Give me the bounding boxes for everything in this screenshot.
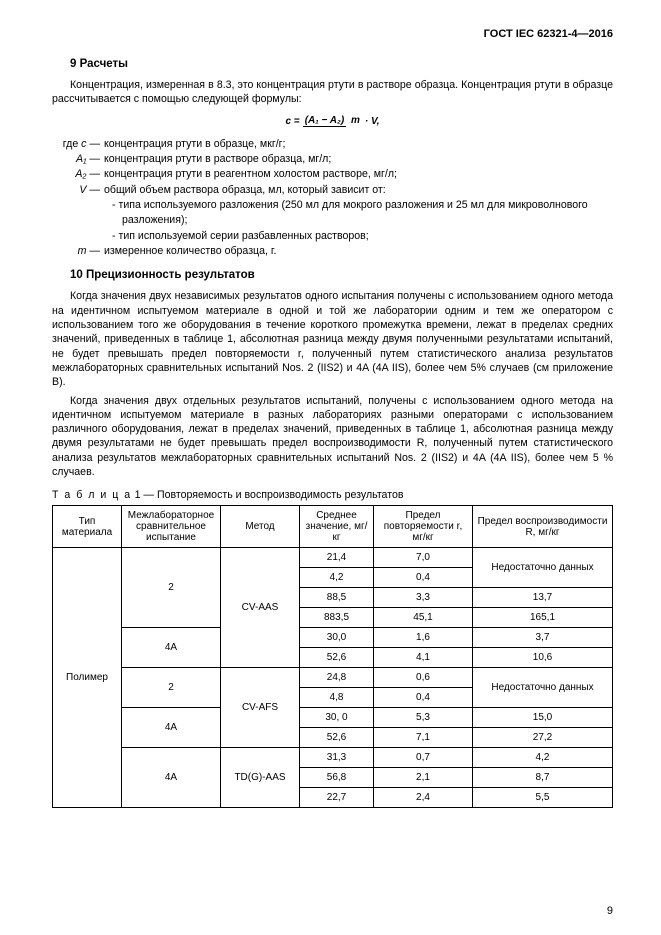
page-number: 9 <box>607 905 613 917</box>
cell-method: TD(G)-AAS <box>221 748 300 808</box>
definitions: где c —концентрация ртути в образце, мкг… <box>52 137 613 260</box>
cell-r: 7,1 <box>374 728 473 748</box>
section-10-para-1: Когда значения двух независимых результа… <box>52 289 613 389</box>
cell-r: 3,3 <box>374 588 473 608</box>
th-test: Межлабораторное сравнительное испытание <box>122 506 221 548</box>
cell-R: 5,5 <box>473 788 613 808</box>
cell-r: 0,4 <box>374 568 473 588</box>
cell-mean: 31,3 <box>300 748 374 768</box>
def-where: где c — <box>52 137 104 152</box>
section-10-title: 10 Прецизионность результатов <box>70 269 613 281</box>
page: ГОСТ IEC 62321-4—2016 9 Расчеты Концентр… <box>0 0 661 935</box>
cell-test: 2 <box>122 668 221 708</box>
cell-mean: 4,8 <box>300 688 374 708</box>
cell-R: Недостаточно данных <box>473 668 613 708</box>
cell-R: 4,2 <box>473 748 613 768</box>
cell-r: 7,0 <box>374 548 473 568</box>
cell-mean: 88,5 <box>300 588 374 608</box>
def-a2-sym: A₂ — <box>52 167 104 182</box>
table-caption: Т а б л и ц а 1 — Повторяемость и воспро… <box>52 489 613 501</box>
cell-method: CV-AFS <box>221 668 300 748</box>
results-table: Тип материала Межлабораторное сравнитель… <box>52 505 613 808</box>
formula-fraction: (A₁ − A₂) m <box>303 115 362 126</box>
cell-test: 4A <box>122 708 221 748</box>
cell-r: 0,7 <box>374 748 473 768</box>
table-caption-prefix: Т а б л и ц а <box>52 489 132 501</box>
cell-r: 45,1 <box>374 608 473 628</box>
def-c: концентрация ртути в образце, мкг/г; <box>104 137 613 152</box>
cell-R: 10,6 <box>473 648 613 668</box>
cell-method: CV-AAS <box>221 548 300 668</box>
def-a1-sym: A₁ — <box>52 152 104 167</box>
cell-mean: 56,8 <box>300 768 374 788</box>
cell-r: 2,1 <box>374 768 473 788</box>
formula-denominator: m <box>349 115 362 126</box>
def-m: измеренное количество образца, г. <box>104 244 613 259</box>
cell-r: 1,6 <box>374 628 473 648</box>
cell-R: 165,1 <box>473 608 613 628</box>
def-m-sym: m — <box>52 244 104 259</box>
table-caption-rest: 1 — Повторяемость и воспроизводимость ре… <box>132 489 404 501</box>
def-v: общий объем раствора образца, мл, которы… <box>104 183 613 198</box>
def-a1: концентрация ртути в растворе образца, м… <box>104 152 613 167</box>
def-a2: концентрация ртути в реагентном холостом… <box>104 167 613 182</box>
cell-r: 5,3 <box>374 708 473 728</box>
section-9-para-1: Концентрация, измеренная в 8.3, это конц… <box>52 78 613 107</box>
formula: c = (A₁ − A₂) m · V, <box>52 115 613 127</box>
th-mean: Среднее значение, мг/кг <box>300 506 374 548</box>
th-method: Метод <box>221 506 300 548</box>
cell-mean: 24,8 <box>300 668 374 688</box>
section-9-title: 9 Расчеты <box>70 58 613 70</box>
cell-R: Недостаточно данных <box>473 548 613 588</box>
cell-r: 2,4 <box>374 788 473 808</box>
th-r: Предел повторяемости r, мг/кг <box>374 506 473 548</box>
cell-r: 0,4 <box>374 688 473 708</box>
th-material: Тип материала <box>53 506 122 548</box>
document-id: ГОСТ IEC 62321-4—2016 <box>52 28 613 40</box>
cell-test: 2 <box>122 548 221 628</box>
cell-material: Полимер <box>53 548 122 808</box>
cell-r: 4,1 <box>374 648 473 668</box>
cell-mean: 22,7 <box>300 788 374 808</box>
def-v-sym: V — <box>52 183 104 198</box>
formula-tail: · V, <box>365 116 380 127</box>
table-row: 2 CV-AFS 24,8 0,6 Недостаточно данных <box>53 668 613 688</box>
def-bullet-2: - тип используемой серии разбавленных ра… <box>52 229 613 244</box>
table-header-row: Тип материала Межлабораторное сравнитель… <box>53 506 613 548</box>
cell-mean: 4,2 <box>300 568 374 588</box>
cell-R: 8,7 <box>473 768 613 788</box>
cell-mean: 883,5 <box>300 608 374 628</box>
cell-mean: 30,0 <box>300 628 374 648</box>
formula-lhs: c = <box>285 116 299 127</box>
table-row: 4A 30,0 1,6 3,7 <box>53 628 613 648</box>
cell-mean: 30, 0 <box>300 708 374 728</box>
cell-R: 13,7 <box>473 588 613 608</box>
formula-numerator: (A₁ − A₂) <box>303 115 346 127</box>
table-row: Полимер 2 CV-AAS 21,4 7,0 Недостаточно д… <box>53 548 613 568</box>
cell-test: 4A <box>122 748 221 808</box>
cell-r: 0,6 <box>374 668 473 688</box>
cell-test: 4A <box>122 628 221 668</box>
cell-mean: 52,6 <box>300 728 374 748</box>
th-R: Предел воспроизводимости R, мг/кг <box>473 506 613 548</box>
cell-R: 3,7 <box>473 628 613 648</box>
def-bullet-1: - типа используемого разложения (250 мл … <box>52 198 613 229</box>
table-row: 4A 30, 0 5,3 15,0 <box>53 708 613 728</box>
section-10-para-2: Когда значения двух отдельных результато… <box>52 394 613 480</box>
cell-R: 15,0 <box>473 708 613 728</box>
cell-mean: 52,6 <box>300 648 374 668</box>
table-row: 4A TD(G)-AAS 31,3 0,7 4,2 <box>53 748 613 768</box>
cell-R: 27,2 <box>473 728 613 748</box>
cell-mean: 21,4 <box>300 548 374 568</box>
